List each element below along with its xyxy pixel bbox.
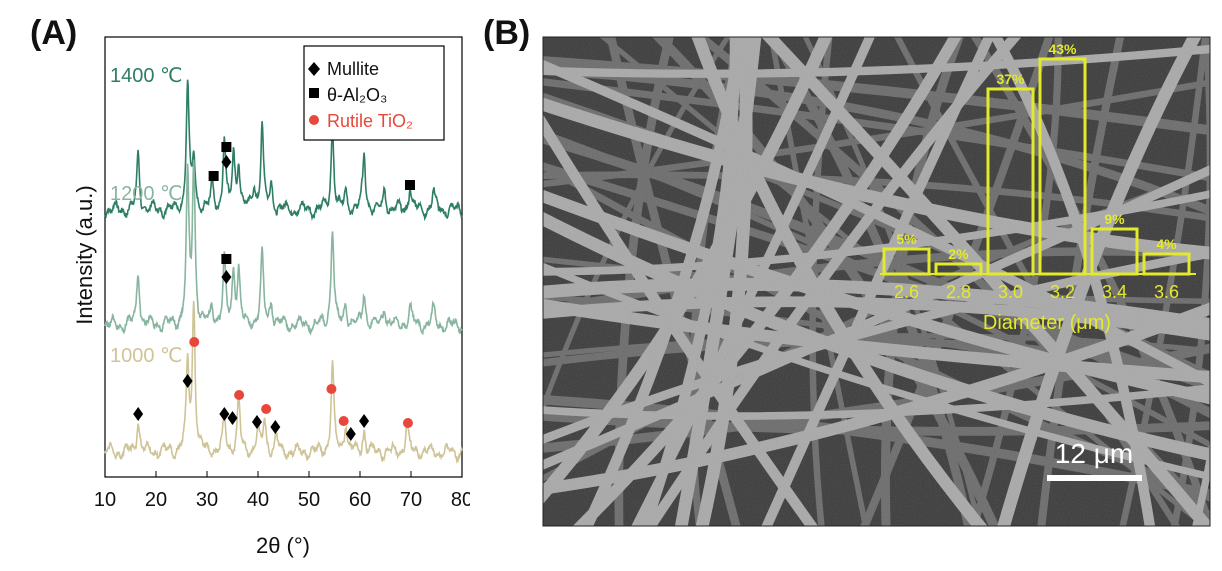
phase-markers: [133, 142, 415, 441]
plot-frame: [104, 36, 463, 478]
rutile-marker: [189, 337, 200, 347]
histogram-bar: [1038, 57, 1087, 276]
xrd-curves: [104, 79, 463, 464]
mullite-marker: [270, 420, 281, 434]
legend-label-rutile: Rutile TiO₂: [327, 111, 413, 131]
histogram-tick-label: 3.6: [1154, 282, 1179, 302]
histogram-bar: [1142, 252, 1191, 276]
mullite-marker: [219, 407, 230, 421]
legend-box: [303, 45, 445, 141]
xrd-curve-1000: [104, 300, 463, 464]
legend: Mullite θ-Al₂O₃ Rutile TiO₂: [303, 45, 445, 141]
histogram-bar: [934, 262, 983, 276]
histogram-tick-label: 2.6: [894, 282, 919, 302]
rutile-marker: [234, 390, 245, 400]
histogram-x-axis-label: Diameter (μm): [983, 312, 1111, 334]
histogram-tick-label: 2.8: [946, 282, 971, 302]
alumina-marker: [221, 254, 232, 264]
x-tick-label: 70: [400, 489, 422, 511]
histogram-tick-label: 3.4: [1102, 282, 1127, 302]
series-label-1200: 1200 ℃: [110, 183, 183, 205]
rutile-marker: [402, 418, 413, 428]
x-axis-ticks: 10 20 30 40 50 60 70 80: [94, 471, 470, 511]
xrd-chart: 1400 ℃ 1200 ℃ 1000 ℃ 10 20 30 40 50 60 70 80 2θ (…: [72, 36, 470, 558]
scale-bar: [1047, 475, 1142, 481]
x-tick-label: 30: [196, 489, 218, 511]
alumina-marker: [208, 171, 219, 181]
histogram-value-label: 4%: [1156, 236, 1177, 252]
legend-diamond-icon: [308, 62, 320, 76]
legend-square-icon: [309, 88, 319, 98]
fiber: [486, 0, 506, 571]
xrd-curve-1200: [104, 159, 463, 336]
mullite-marker: [345, 427, 356, 441]
panel-b-label: (B): [483, 14, 531, 52]
mullite-marker: [227, 411, 238, 425]
x-axis-label: 2θ (°): [256, 533, 310, 558]
histogram-value-label: 2%: [948, 246, 969, 262]
diameter-histogram: 5% 2.6 2% 2.8 37% 3.0 43% 3.2 9% 3.4 4% 3.6: [880, 41, 1196, 302]
x-tick-label: 60: [349, 489, 371, 511]
x-tick-label: 40: [247, 489, 269, 511]
histogram-value-label: 37%: [996, 71, 1025, 87]
histogram-value-label: 9%: [1104, 211, 1125, 227]
rutile-marker: [326, 384, 337, 394]
panel-a-label: (A): [30, 14, 78, 52]
alumina-marker: [221, 142, 232, 152]
mullite-marker: [182, 374, 193, 388]
x-tick-label: 80: [451, 489, 470, 511]
legend-label-mullite: Mullite: [327, 59, 379, 79]
series-label-1400: 1400 ℃: [110, 65, 183, 87]
histogram-tick-label: 3.0: [998, 282, 1023, 302]
histogram-tick-label: 3.2: [1050, 282, 1075, 302]
histogram-value-label: 5%: [896, 231, 917, 247]
legend-circle-icon: [309, 115, 319, 125]
y-axis-label: Intensity (a.u.): [72, 185, 97, 324]
series-label-1000: 1000 ℃: [110, 345, 183, 367]
mullite-marker: [359, 414, 370, 428]
mullite-marker: [133, 407, 144, 421]
scale-bar-label: 12 μm: [1055, 438, 1133, 469]
rutile-marker: [261, 404, 272, 414]
sem-frame: [542, 36, 1211, 527]
mullite-marker: [221, 155, 232, 169]
x-tick-label: 50: [298, 489, 320, 511]
rutile-marker: [338, 416, 349, 426]
histogram-bar: [1090, 227, 1139, 276]
mullite-marker: [221, 270, 232, 284]
series-labels: 1400 ℃ 1200 ℃ 1000 ℃: [110, 65, 183, 367]
alumina-marker: [404, 180, 415, 190]
sem-micrograph: [486, 0, 1210, 571]
mullite-marker: [251, 415, 262, 429]
histogram-value-label: 43%: [1048, 41, 1077, 57]
xrd-curve-1400: [104, 79, 463, 222]
histogram-bar: [882, 247, 931, 276]
x-tick-label: 10: [94, 489, 116, 511]
histogram-bar: [986, 87, 1035, 276]
legend-label-alumina: θ-Al₂O₃: [327, 85, 387, 105]
x-tick-label: 20: [145, 489, 167, 511]
